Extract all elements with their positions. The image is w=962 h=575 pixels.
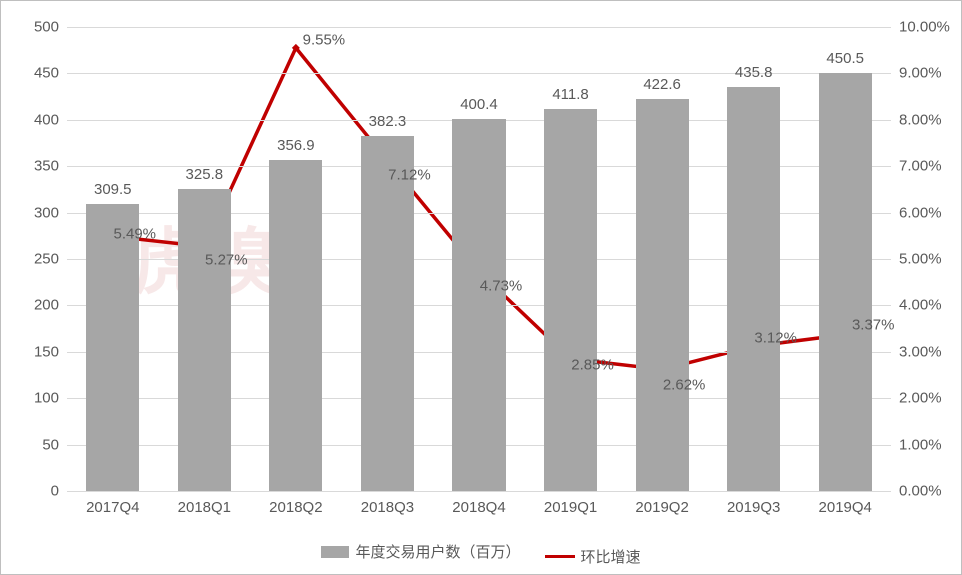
y-left-tick: 200 (34, 297, 67, 314)
y-left-tick: 0 (51, 483, 67, 500)
legend-label: 年度交易用户数（百万） (355, 541, 520, 562)
y-right-tick: 0.00% (891, 483, 942, 500)
bar-value-label: 422.6 (643, 76, 681, 93)
y-left-tick: 100 (34, 390, 67, 407)
bar-value-label: 400.4 (460, 96, 498, 113)
x-tick-label: 2018Q2 (269, 499, 322, 516)
bar: 411.8 (544, 109, 597, 491)
bar-value-label: 325.8 (186, 166, 224, 183)
gridline (67, 27, 891, 28)
y-right-tick: 1.00% (891, 436, 942, 453)
bar: 450.5 (819, 73, 872, 491)
bar: 422.6 (636, 99, 689, 491)
y-left-tick: 150 (34, 343, 67, 360)
bar: 435.8 (727, 87, 780, 491)
bar: 309.5 (86, 204, 139, 491)
y-left-tick: 450 (34, 65, 67, 82)
y-left-tick: 500 (34, 19, 67, 36)
x-tick-label: 2019Q1 (544, 499, 597, 516)
line-value-label: 2.85% (571, 356, 614, 373)
bar: 382.3 (361, 136, 414, 491)
y-right-tick: 2.00% (891, 390, 942, 407)
y-right-tick: 7.00% (891, 158, 942, 175)
line-value-label: 2.62% (663, 377, 706, 394)
line-value-label: 4.73% (480, 277, 523, 294)
y-right-tick: 5.00% (891, 251, 942, 268)
y-right-tick: 10.00% (891, 19, 950, 36)
y-right-tick: 4.00% (891, 297, 942, 314)
bar-value-label: 450.5 (826, 50, 864, 67)
legend-item: 年度交易用户数（百万） (321, 541, 520, 562)
bar-value-label: 309.5 (94, 181, 132, 198)
legend-swatch-line (545, 555, 575, 558)
y-left-tick: 50 (42, 436, 67, 453)
line-value-label: 7.12% (388, 166, 431, 183)
line-value-label: 5.49% (113, 226, 156, 243)
bar: 356.9 (269, 160, 322, 491)
y-left-tick: 300 (34, 204, 67, 221)
legend-swatch-bar (321, 546, 349, 558)
line-value-label: 3.37% (852, 316, 895, 333)
x-tick-label: 2017Q4 (86, 499, 139, 516)
y-right-tick: 3.00% (891, 343, 942, 360)
bar-value-label: 411.8 (552, 86, 588, 103)
gridline (67, 491, 891, 492)
x-tick-label: 2019Q2 (635, 499, 688, 516)
line-value-label: 3.12% (754, 330, 797, 347)
bar: 325.8 (178, 189, 231, 491)
y-right-tick: 9.00% (891, 65, 942, 82)
legend-label: 环比增速 (581, 546, 641, 567)
x-tick-label: 2019Q3 (727, 499, 780, 516)
y-right-tick: 6.00% (891, 204, 942, 221)
bar: 400.4 (452, 119, 505, 491)
bar-value-label: 382.3 (369, 113, 407, 130)
x-tick-label: 2018Q3 (361, 499, 414, 516)
x-tick-label: 2018Q1 (178, 499, 231, 516)
line-value-label: 5.27% (205, 252, 248, 269)
legend: 年度交易用户数（百万） 环比增速 (1, 541, 961, 567)
y-right-tick: 8.00% (891, 111, 942, 128)
y-left-tick: 250 (34, 251, 67, 268)
y-left-tick: 400 (34, 111, 67, 128)
bar-value-label: 356.9 (277, 137, 315, 154)
plot-area: 虎嗅 0501001502002503003504004505000.00%1.… (67, 27, 891, 491)
legend-item: 环比增速 (545, 546, 641, 567)
x-tick-label: 2019Q4 (819, 499, 872, 516)
bar-value-label: 435.8 (735, 64, 773, 81)
line-value-label: 9.55% (303, 31, 346, 48)
chart-container: 虎嗅 0501001502002503003504004505000.00%1.… (0, 0, 962, 575)
x-tick-label: 2018Q4 (452, 499, 505, 516)
y-left-tick: 350 (34, 158, 67, 175)
